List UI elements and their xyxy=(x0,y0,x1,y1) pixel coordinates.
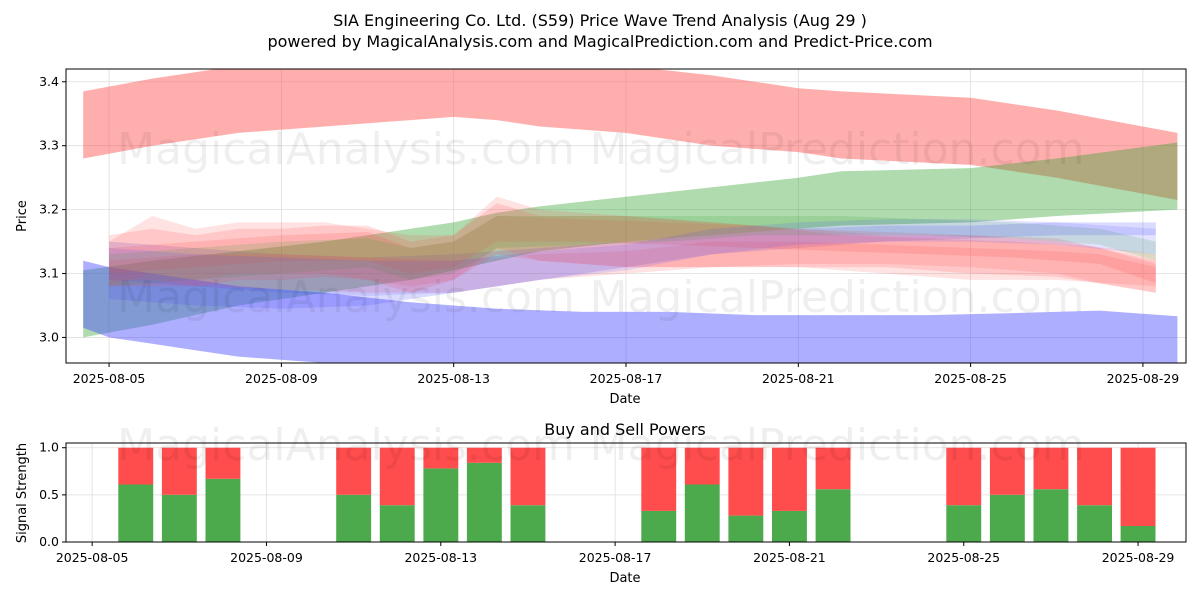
signal-bars xyxy=(118,447,1156,542)
buy-power-bar xyxy=(510,505,546,542)
signal-x-tick-label: 2025-08-25 xyxy=(927,550,1000,565)
wave-band-red-5 xyxy=(109,196,1156,287)
price-y-axis-label: Price xyxy=(15,200,30,232)
buy-power-bar xyxy=(728,515,764,542)
buy-power-bar xyxy=(989,494,1025,542)
price-x-tick-label: 2025-08-29 xyxy=(1107,371,1180,386)
price-wave-bands xyxy=(83,69,1178,363)
price-y-tick-label: 3.3 xyxy=(39,138,59,153)
buy-power-bar xyxy=(946,505,982,542)
watermark-analysis-top: MagicalAnalysis.com xyxy=(117,124,575,175)
price-y-tick-label: 3.2 xyxy=(39,202,59,217)
price-y-tick-label: 3.1 xyxy=(39,266,59,281)
watermark-prediction-top: MagicalPrediction.com xyxy=(590,124,1085,175)
signal-x-tick-label: 2025-08-21 xyxy=(753,550,826,565)
signal-x-axis-label: Date xyxy=(609,571,640,586)
buy-power-bar xyxy=(1120,526,1156,542)
signal-y-axis-label: Signal Strength xyxy=(15,443,30,543)
price-y-tick-label: 3.0 xyxy=(39,329,59,344)
chart-title-line-1: SIA Engineering Co. Ltd. (S59) Price Wav… xyxy=(333,11,867,30)
buy-power-bar xyxy=(118,484,154,542)
signal-x-tick-label: 2025-08-13 xyxy=(404,550,477,565)
signal-y-tick-label: 0.0 xyxy=(39,534,59,549)
price-y-tick-label: 3.4 xyxy=(39,74,59,89)
watermark-prediction-mid: MagicalPrediction.com xyxy=(590,272,1085,323)
price-x-tick-label: 2025-08-17 xyxy=(590,371,663,386)
price-x-tick-label: 2025-08-13 xyxy=(417,371,490,386)
price-wave-panel: MagicalAnalysis.com MagicalPrediction.co… xyxy=(15,68,1187,407)
price-grid xyxy=(66,69,1186,363)
buy-power-bar xyxy=(684,484,720,542)
sell-power-bar xyxy=(815,447,851,490)
price-x-tick-label: 2025-08-21 xyxy=(762,371,835,386)
sell-power-bar xyxy=(1120,447,1156,526)
sell-power-bar xyxy=(205,447,241,479)
signal-x-tick-label: 2025-08-17 xyxy=(579,550,652,565)
wave-band-red-8 xyxy=(109,241,1156,293)
wave-band-green-1 xyxy=(83,142,1178,338)
price-axis-ticks: 2025-08-05 2025-08-09 2025-08-13 2025-08-17… xyxy=(39,74,1179,386)
signal-x-tick-label: 2025-08-09 xyxy=(230,550,303,565)
sell-power-bar xyxy=(946,447,982,506)
signal-x-tick-label: 2025-08-29 xyxy=(1102,550,1175,565)
price-x-tick-label: 2025-08-09 xyxy=(245,371,318,386)
signal-x-tick-label: 2025-08-05 xyxy=(56,550,129,565)
buy-power-bar xyxy=(466,462,502,542)
sell-power-bar xyxy=(118,447,154,485)
sell-power-bar xyxy=(989,447,1025,495)
wave-band-red-6 xyxy=(109,216,1156,284)
wave-band-green-7 xyxy=(109,216,1156,287)
buy-power-bar xyxy=(772,510,807,542)
watermark-analysis-mid: MagicalAnalysis.com xyxy=(117,272,575,323)
sell-power-bar xyxy=(684,447,720,485)
buy-power-bar xyxy=(161,494,197,542)
buy-power-bar xyxy=(1077,505,1112,542)
price-x-tick-label: 2025-08-25 xyxy=(934,371,1007,386)
buy-sell-panel: Buy and Sell Powers MagicalAnalysis.com … xyxy=(15,420,1187,586)
buy-power-bar xyxy=(205,478,241,542)
buy-power-bar xyxy=(336,494,372,542)
sell-power-bar xyxy=(728,447,764,516)
price-x-axis-label: Date xyxy=(609,392,640,407)
sell-power-bar xyxy=(1033,447,1069,490)
wave-band-blue-3 xyxy=(109,222,1156,309)
sell-power-bar xyxy=(466,447,502,463)
buy-power-bar xyxy=(641,510,677,542)
sell-power-bar xyxy=(1077,447,1112,506)
price-x-tick-label: 2025-08-05 xyxy=(73,371,146,386)
wave-band-red-4 xyxy=(109,203,1156,293)
sell-power-bar xyxy=(641,447,677,511)
wave-band-blue-2 xyxy=(83,260,1178,363)
buy-power-bar xyxy=(379,505,415,542)
wave-band-red-0 xyxy=(83,69,1178,200)
chart-title-line-2: powered by MagicalAnalysis.com and Magic… xyxy=(267,32,932,51)
sell-power-bar xyxy=(161,447,197,495)
watermark-analysis-bottom: MagicalAnalysis.com xyxy=(117,420,575,471)
sell-power-bar xyxy=(423,447,459,469)
sell-power-bar xyxy=(379,447,415,506)
buy-power-bar xyxy=(423,468,459,542)
signal-axis-ticks: 2025-08-05 2025-08-09 2025-08-13 2025-08-17… xyxy=(39,440,1174,565)
buy-power-bar xyxy=(815,489,851,542)
signal-y-tick-label: 0.5 xyxy=(39,487,59,502)
signal-plot-frame xyxy=(65,442,1187,543)
wave-band-blue-9 xyxy=(109,219,1156,296)
signal-y-tick-label: 1.0 xyxy=(39,440,59,455)
buy-power-bar xyxy=(1033,489,1069,542)
watermark-prediction-bottom: MagicalPrediction.com xyxy=(590,420,1085,471)
sell-power-bar xyxy=(772,447,807,511)
sell-power-bar xyxy=(336,447,372,495)
buy-sell-title: Buy and Sell Powers xyxy=(544,420,706,439)
sell-power-bar xyxy=(510,447,546,506)
